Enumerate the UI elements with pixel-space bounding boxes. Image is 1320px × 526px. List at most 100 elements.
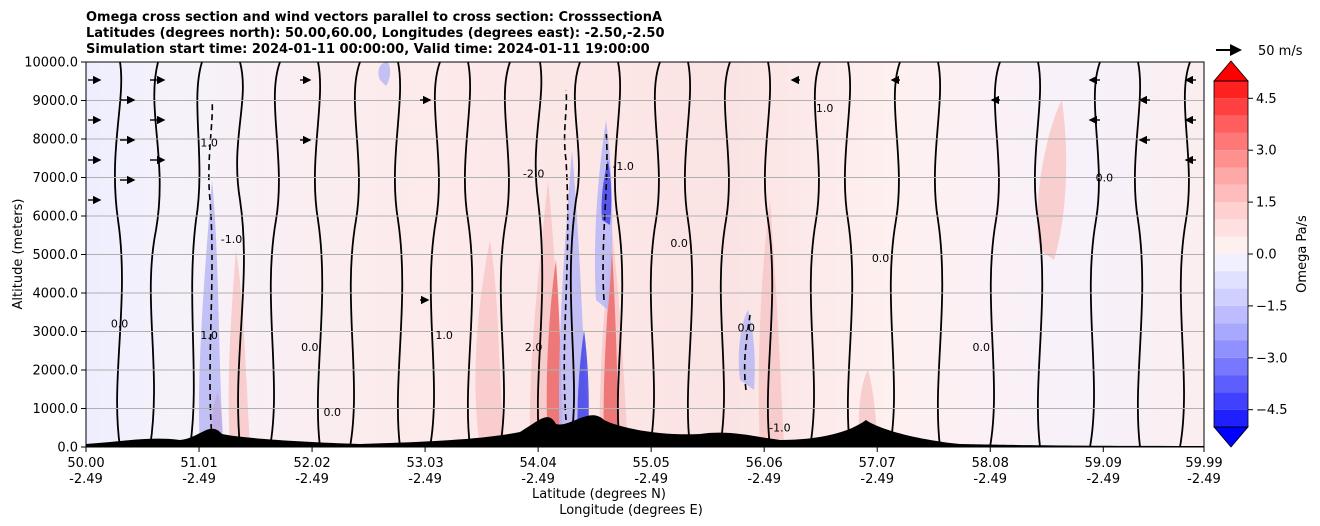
colorbar-band-negative — [1214, 288, 1248, 306]
colorbar-tick-label: −3.0 — [1256, 351, 1288, 366]
y-tick-label: 10000.0 — [24, 56, 78, 71]
contour-label: 0.0 — [973, 341, 991, 354]
colorbar-tick-label: 4.5 — [1256, 92, 1277, 107]
colorbar-band-positive — [1214, 98, 1248, 116]
x-tick-label-longitude: -2.49 — [182, 472, 216, 487]
colorbar-band-positive — [1214, 115, 1248, 133]
contour-label: -1.0 — [221, 233, 242, 246]
contour-lines-negative — [208, 89, 751, 441]
y-axis: 0.0 1000.0 2000.0 3000.0 4000.0 5000.0 6000.0 7… — [24, 56, 86, 456]
colorbar-band-positive — [1214, 81, 1248, 99]
colorbar-band-negative — [1214, 323, 1248, 341]
colorbar-band-negative — [1214, 340, 1248, 358]
contour-label: 0.0 — [323, 406, 341, 419]
chart-title-line-1: Omega cross section and wind vectors par… — [86, 10, 662, 25]
colorbar-band-positive — [1214, 167, 1248, 185]
x-axis: 50.00-2.4951.01-2.4952.02-2.4953.03-2.49… — [67, 447, 1223, 487]
y-tick-label: 7000.0 — [33, 171, 79, 186]
x-tick-label-latitude: 50.00 — [67, 456, 104, 471]
x-tick-label-latitude: 51.01 — [180, 456, 217, 471]
x-tick-label-latitude: 54.04 — [520, 456, 557, 471]
colorbar-band-positive — [1214, 219, 1248, 237]
y-tick-label: 5000.0 — [33, 248, 79, 263]
x-tick-label-longitude: -2.49 — [634, 472, 668, 487]
colorbar-band-negative — [1214, 357, 1248, 376]
y-tick-label: 9000.0 — [33, 94, 79, 109]
wind-vectors — [88, 75, 1196, 305]
contour-label: -1.0 — [769, 422, 790, 435]
x-axis-label-longitude: Longitude (degrees E) — [559, 503, 703, 518]
y-axis-label: Altitude (meters) — [11, 199, 26, 310]
colorbar-tick-label: −1.5 — [1256, 299, 1288, 314]
colorbar-tick-label: −4.5 — [1256, 403, 1288, 418]
colorbar-band-negative — [1214, 271, 1248, 289]
colorbar-band-positive — [1214, 202, 1248, 220]
colorbar-label: Omega Pa/s — [1295, 215, 1310, 293]
y-tick-label: 0.0 — [57, 441, 78, 456]
vector-key-label: 50 m/s — [1258, 44, 1303, 59]
contour-label: 0.0 — [1096, 171, 1114, 184]
contour-label: 1.0 — [200, 137, 218, 150]
contour-label: 2.0 — [525, 341, 543, 354]
x-tick-label-longitude: -2.49 — [521, 472, 555, 487]
omega-strong-negative-regions — [577, 160, 612, 440]
x-tick-label-longitude: -2.49 — [408, 472, 442, 487]
colorbar-band-negative — [1214, 409, 1248, 427]
contour-label: 0.0 — [670, 237, 688, 250]
colorbar-tick-label: 1.5 — [1256, 196, 1277, 211]
y-tick-label: 6000.0 — [33, 210, 79, 225]
contour-label: -1.0 — [612, 160, 633, 173]
x-tick-label-latitude: 53.03 — [406, 456, 443, 471]
contour-label: 0.0 — [111, 318, 129, 331]
colorbar-band-negative — [1214, 305, 1248, 324]
x-tick-label-longitude: -2.49 — [747, 472, 781, 487]
contour-lines — [114, 62, 1191, 447]
contour-label: 0.0 — [301, 341, 319, 354]
chart-title-line-2: Latitudes (degrees north): 50.00,60.00, … — [86, 26, 665, 41]
contour-label: 0.0 — [872, 252, 890, 265]
colorbar-extend-min — [1213, 426, 1249, 448]
colorbar-band-positive — [1214, 132, 1248, 151]
colorbar-tick-label: 3.0 — [1256, 144, 1277, 159]
x-tick-label-latitude: 52.02 — [293, 456, 330, 471]
x-tick-label-latitude: 59.99 — [1185, 456, 1222, 471]
grid-lines — [86, 100, 1204, 409]
colorbar-band-positive — [1214, 150, 1248, 168]
x-tick-label-latitude: 58.08 — [972, 456, 1009, 471]
y-tick-label: 4000.0 — [33, 287, 79, 302]
x-tick-label-longitude: -2.49 — [69, 472, 103, 487]
x-tick-label-latitude: 57.07 — [859, 456, 896, 471]
x-tick-label-longitude: -2.49 — [860, 472, 894, 487]
colorbar-band-positive — [1214, 184, 1248, 203]
contour-labels: 0.0 1.0 -1.0 1.0 0.0 0.0 1.0 2.0 -2.0 -1.0 0.0 0.0 -… — [111, 102, 1113, 435]
contour-label: -2.0 — [523, 168, 544, 181]
x-tick-label-longitude: -2.49 — [973, 472, 1007, 487]
terrain — [86, 415, 1204, 447]
y-tick-label: 2000.0 — [33, 364, 79, 379]
colorbar-band-negative — [1214, 254, 1248, 272]
colorbar: 4.5 3.0 1.5 0.0 −1.5 −3.0 −4.5 — [1213, 60, 1288, 448]
colorbar-band-negative — [1214, 392, 1248, 410]
vector-key: 50 m/s — [1216, 44, 1303, 59]
x-tick-label-latitude: 59.09 — [1085, 456, 1122, 471]
colorbar-band-positive — [1214, 236, 1248, 254]
x-tick-label-latitude: 55.05 — [633, 456, 670, 471]
contour-label: 1.0 — [200, 329, 218, 342]
contour-label: 1.0 — [816, 102, 834, 115]
x-tick-label-longitude: -2.49 — [1187, 472, 1221, 487]
y-tick-label: 1000.0 — [33, 402, 79, 417]
x-tick-label-longitude: -2.49 — [295, 472, 329, 487]
x-tick-label-longitude: -2.49 — [1086, 472, 1120, 487]
contour-label: 1.0 — [435, 329, 453, 342]
plot-area: 0.0 1.0 -1.0 1.0 0.0 0.0 1.0 2.0 -2.0 -1.0 0.0 0.0 -… — [86, 62, 1204, 447]
colorbar-extend-max — [1213, 60, 1249, 82]
x-axis-label-latitude: Latitude (degrees N) — [532, 487, 666, 502]
colorbar-band-negative — [1214, 375, 1248, 393]
contour-label: 0.0 — [738, 322, 756, 335]
y-tick-label: 3000.0 — [33, 325, 79, 340]
x-tick-label-latitude: 56.06 — [746, 456, 783, 471]
colorbar-tick-label: 0.0 — [1256, 248, 1277, 263]
chart-title-line-3: Simulation start time: 2024-01-11 00:00:… — [86, 42, 650, 57]
y-tick-label: 8000.0 — [33, 133, 79, 148]
